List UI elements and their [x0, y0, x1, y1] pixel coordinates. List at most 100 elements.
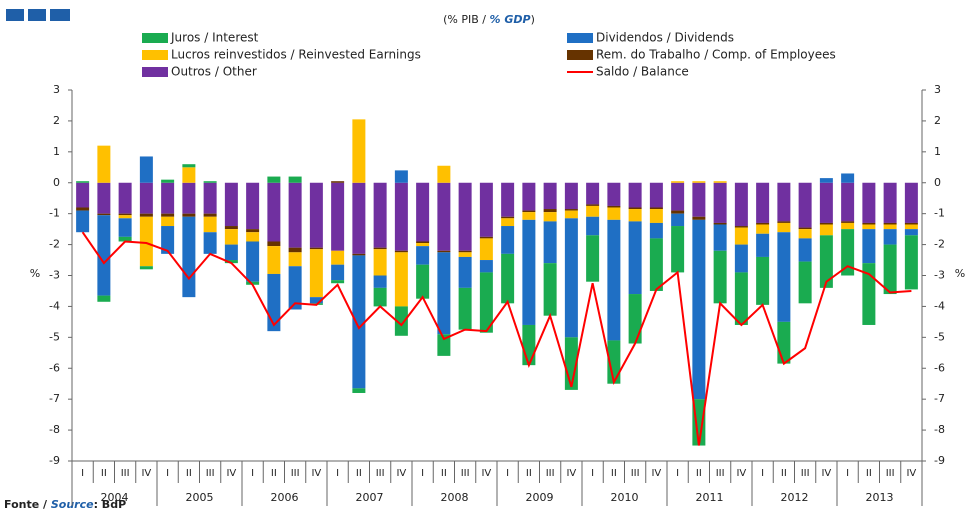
- bar-segment: [479, 272, 493, 333]
- year-label: 2009: [526, 491, 554, 504]
- bar-segment: [118, 218, 132, 237]
- y-tick-label: -7: [49, 392, 60, 405]
- x-tick-label: III: [716, 468, 725, 479]
- legend-label: Outros / Other: [171, 65, 257, 79]
- bar-segment: [309, 182, 323, 248]
- source-part: Fonte /: [4, 498, 51, 510]
- x-tick-label: III: [631, 468, 640, 479]
- y2-tick-label: -3: [934, 269, 945, 282]
- bar-segment: [437, 252, 451, 335]
- y2-tick-label: -9: [934, 454, 945, 467]
- bar-segment: [883, 224, 897, 230]
- bar-segment: [819, 178, 833, 183]
- bar-segment: [458, 287, 472, 330]
- bar-segment: [246, 281, 260, 285]
- x-tick-label: IV: [566, 468, 576, 479]
- bar-segment: [671, 210, 685, 214]
- bar-segment: [139, 266, 153, 270]
- bar-segment: [649, 222, 663, 239]
- bar-segment: [76, 181, 90, 183]
- bar-segment: [713, 182, 727, 223]
- y2-tick-label: -4: [934, 299, 945, 312]
- year-label: 2013: [866, 491, 894, 504]
- x-tick-label: IV: [481, 468, 491, 479]
- year-label: 2012: [781, 491, 809, 504]
- bar-segment: [671, 181, 685, 183]
- bar-segment: [288, 266, 302, 310]
- bar-segment: [501, 253, 515, 304]
- bar-segment: [182, 213, 196, 217]
- logo-block: [6, 9, 24, 21]
- legend-swatch: [567, 33, 593, 43]
- bar-segment: [309, 249, 323, 298]
- title-part: % GDP: [490, 13, 531, 26]
- x-tick-label: I: [506, 468, 509, 479]
- bar-segment: [97, 145, 111, 183]
- bar-segment: [224, 229, 238, 245]
- bar-segment: [437, 165, 451, 183]
- bar-segment: [628, 294, 642, 344]
- bar-segment: [267, 273, 281, 332]
- bar-segment: [713, 224, 727, 251]
- bar-segment: [139, 216, 153, 267]
- bar-segment: [97, 215, 111, 296]
- bar-segment: [139, 156, 153, 183]
- bar-segment: [734, 227, 748, 245]
- bar-segment: [522, 182, 536, 211]
- bar-segment: [586, 216, 600, 236]
- bar-segment: [458, 250, 472, 253]
- bar-segment: [586, 235, 600, 282]
- bar-segment: [118, 236, 132, 242]
- legend-swatch: [142, 67, 168, 77]
- y-tick-label: -9: [49, 454, 60, 467]
- year-label: 2010: [611, 491, 639, 504]
- x-tick-label: II: [356, 468, 362, 479]
- source-part: : BdP: [94, 498, 127, 510]
- bar-segment: [97, 182, 111, 214]
- bar-segment: [756, 222, 770, 225]
- bar-segment: [352, 255, 366, 389]
- bar-segment: [734, 226, 748, 228]
- x-tick-label: I: [166, 468, 169, 479]
- bar-segment: [224, 226, 238, 230]
- y2-tick-label: -8: [934, 423, 945, 436]
- bar-segment: [543, 263, 557, 316]
- bar-segment: [373, 275, 387, 288]
- bar-segment: [416, 264, 430, 299]
- bar-segment: [904, 182, 918, 223]
- bar-segment: [352, 388, 366, 393]
- bar-segment: [671, 226, 685, 273]
- bar-segment: [182, 182, 196, 214]
- y2-tick-label: -5: [934, 330, 945, 343]
- y-tick-label: 0: [53, 176, 60, 189]
- bar-segment: [224, 244, 238, 261]
- bar-segment: [246, 232, 260, 242]
- bar-segment: [246, 182, 260, 230]
- bar-segment: [182, 167, 196, 183]
- bar-segment: [841, 229, 855, 276]
- bar-segment: [267, 246, 281, 274]
- bar-segment: [288, 182, 302, 248]
- x-tick-label: IV: [821, 468, 831, 479]
- logo-block: [28, 9, 46, 21]
- bar-segment: [819, 224, 833, 236]
- bar-segment: [331, 264, 345, 281]
- bar-segment: [734, 272, 748, 325]
- bar-segment: [777, 222, 791, 233]
- bar-segment: [564, 209, 578, 211]
- bar-segment: [734, 182, 748, 227]
- legend-label: Saldo / Balance: [596, 65, 689, 79]
- title-part: ): [531, 13, 535, 26]
- bar-segment: [203, 216, 217, 233]
- bar-segment: [883, 182, 897, 223]
- bar-segment: [649, 209, 663, 223]
- bar-segment: [734, 244, 748, 273]
- bar-segment: [713, 250, 727, 304]
- x-tick-label: II: [271, 468, 277, 479]
- bar-segment: [479, 182, 493, 237]
- y2-tick-label: -2: [934, 238, 945, 251]
- bar-segment: [543, 212, 557, 222]
- bar-segment: [904, 229, 918, 236]
- bar-segment: [267, 182, 281, 242]
